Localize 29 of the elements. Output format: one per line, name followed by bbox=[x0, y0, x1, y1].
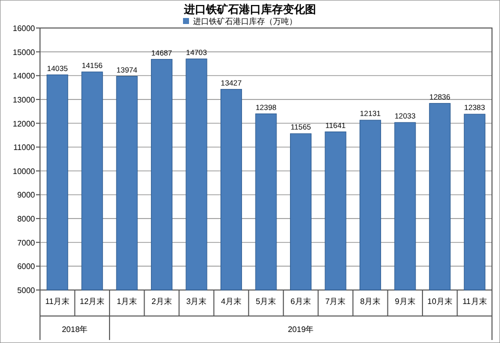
y-tick-label: 12000 bbox=[12, 119, 36, 128]
y-tick-label: 14000 bbox=[12, 72, 36, 81]
x-tick-label: 11月末 bbox=[462, 297, 487, 306]
legend-label: 进口铁矿石港口库存（万吨） bbox=[193, 17, 297, 26]
x-tick-label: 9月末 bbox=[394, 297, 416, 306]
y-tick-label: 5000 bbox=[17, 286, 36, 295]
x-tick-label: 1月末 bbox=[116, 297, 138, 306]
text: 2019年 bbox=[288, 325, 314, 334]
y-tick-label: 16000 bbox=[12, 24, 36, 33]
x-tick-label: 7月末 bbox=[325, 297, 346, 306]
y-tick-label: 7000 bbox=[17, 238, 36, 248]
x-tick-label: 5月末 bbox=[256, 297, 276, 306]
y-tick-label: 15000 bbox=[12, 48, 36, 57]
x-tick-label: 6月末 bbox=[290, 297, 311, 306]
x-tick-label: 3月末 bbox=[186, 297, 207, 306]
x-tick-label: 11月末 bbox=[45, 297, 70, 306]
y-tick-label: 6000 bbox=[17, 262, 36, 272]
y-tick-label: 8000 bbox=[17, 214, 36, 224]
text: 2018年 bbox=[62, 325, 88, 334]
y-tick-label: 10000 bbox=[12, 166, 36, 176]
x-tick-label: 2月末 bbox=[151, 297, 172, 306]
x-tick-label: 8月末 bbox=[360, 297, 381, 306]
y-tick-label: 11000 bbox=[13, 143, 36, 152]
x-tick-label: 10月末 bbox=[427, 297, 452, 306]
y-tick-label: 9000 bbox=[17, 190, 36, 200]
chart-title: 进口铁矿石港口库存变化图 bbox=[183, 3, 316, 16]
x-tick-label: 4月末 bbox=[221, 297, 242, 306]
x-tick-label: 12月末 bbox=[80, 297, 105, 306]
y-tick-label: 13000 bbox=[12, 95, 36, 104]
